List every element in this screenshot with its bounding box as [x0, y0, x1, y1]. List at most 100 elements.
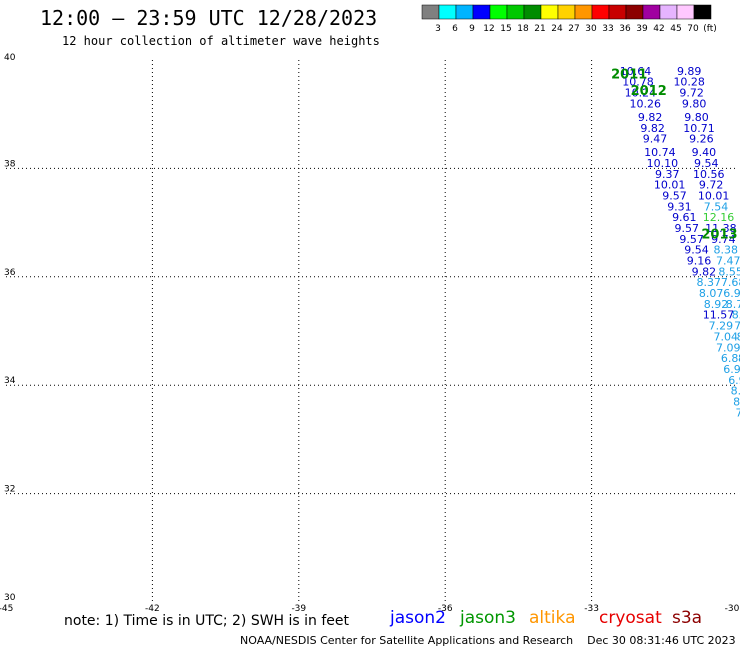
track-time-annotation: 2011: [611, 68, 647, 83]
colorbar-label: 9: [469, 24, 475, 34]
swh-value-label: 9.80: [682, 97, 707, 110]
colorbar-label: 18: [517, 24, 529, 34]
swh-value-label: 6.91: [723, 363, 740, 376]
swh-value-label: 6.99: [728, 374, 740, 387]
timestamp: Dec 30 08:31:46 UTC 2023: [587, 634, 736, 647]
y-tick-label: 38: [4, 159, 16, 169]
swh-value-label: 10.24: [625, 87, 657, 100]
swh-value-label: 8.55: [718, 265, 740, 278]
colorbar-label: 21: [534, 24, 545, 34]
swh-value-label: 10.56: [693, 168, 725, 181]
swh-value-label: 7.09: [716, 341, 740, 354]
footer-credit: NOAA/NESDIS Center for Satellite Applica…: [240, 634, 736, 647]
y-tick-label: 36: [4, 268, 16, 278]
swh-value-label: 10.74: [644, 146, 676, 159]
units-note: note: 1) Time is in UTC; 2) SWH is in fe…: [64, 613, 350, 629]
swh-value-label: 10.28: [673, 76, 705, 89]
colorbar-label: 30: [585, 24, 597, 34]
swh-value-label: 9.54: [694, 157, 719, 170]
swh-value-label: 7.54: [704, 200, 729, 213]
swh-value-label: 8.2: [737, 330, 740, 343]
legend-jason2: jason2: [390, 608, 446, 628]
swh-value-label: 6.84: [721, 352, 740, 365]
colorbar-label: 45: [670, 24, 681, 34]
x-tick-label: -39: [291, 604, 306, 614]
colorbar-label: 39: [636, 24, 648, 34]
swh-value-label: 9.57: [679, 233, 704, 246]
legend-jason3: jason3: [460, 608, 516, 628]
chart-title: 12:00 – 23:59 UTC 12/28/2023: [40, 6, 378, 30]
swh-value-label: 8.2: [732, 309, 740, 322]
colorbar-label: 6: [452, 24, 458, 34]
swh-value-label: 9.16: [687, 255, 712, 268]
swh-value-label: 7.04: [714, 330, 739, 343]
swh-value-label: 10.64: [620, 65, 652, 78]
colorbar-label: 12: [483, 24, 494, 34]
colorbar-swatch: [693, 4, 712, 20]
swh-value-label: 9.80: [684, 111, 709, 124]
x-tick-label: -33: [584, 604, 599, 614]
swh-value-label: 9.82: [692, 265, 717, 278]
swh-value-label: 9.40: [692, 146, 717, 159]
colorbar-label: (ft): [703, 24, 717, 34]
swh-value-label: 6.91: [723, 287, 740, 300]
swh-value-label: 9.72: [699, 179, 724, 192]
legend-cryosat: cryosat: [599, 608, 662, 628]
swh-value-label: 7.6: [734, 320, 740, 333]
swh-value-label: 11.38: [705, 222, 737, 235]
colorbar-label: 24: [551, 24, 563, 34]
y-tick-label: 30: [4, 593, 16, 603]
colorbar-label: 3: [435, 24, 441, 34]
swh-value-label: 9.82: [640, 122, 665, 135]
y-tick-label: 40: [4, 53, 16, 63]
swh-value-label: 9.61: [672, 211, 697, 224]
swh-value-label: 8.79: [726, 298, 740, 311]
swh-value-label: 9.47: [643, 133, 668, 146]
swh-value-label: 9.54: [684, 244, 709, 257]
swh-value-label: 10.10: [647, 157, 679, 170]
swh-value-label: 9.82: [638, 111, 663, 124]
track-time-annotation: 2012: [631, 84, 667, 99]
swh-value-label: 7.29: [709, 320, 734, 333]
swh-value-label: 10.78: [622, 76, 654, 89]
colorbar-label: 33: [602, 24, 613, 34]
legend-s3a: s3a: [672, 608, 703, 628]
swh-value-label: 9.89: [677, 65, 702, 78]
x-tick-label: -45: [0, 604, 13, 614]
swh-value-label: 11.57: [703, 309, 735, 322]
swh-value-label: 8.11: [738, 352, 740, 365]
colorbar-label: 42: [653, 24, 664, 34]
swh-value-label: 8.07: [699, 287, 724, 300]
swh-value-label: 10.26: [630, 97, 662, 110]
swh-value-label: 9.57: [675, 222, 700, 235]
swh-value-label: 8.38: [714, 244, 739, 257]
x-tick-label: -42: [145, 604, 160, 614]
swh-value-label: 12.16: [703, 211, 735, 224]
swh-value-label: 7.41: [736, 406, 740, 419]
colorbar-label: 70: [687, 24, 699, 34]
swh-value-label: 8.37: [696, 276, 721, 289]
swh-value-label: 9.74: [711, 233, 736, 246]
legend-altika: altika: [529, 608, 576, 628]
y-tick-label: 34: [4, 376, 16, 386]
color-legend: 3 6 9 12 15 18 21 24 27 30 33 36 39 42 45 70 (ft): [421, 4, 717, 34]
swh-value-label: 9.31: [667, 200, 692, 213]
swh-value-label: 9.57: [662, 190, 687, 203]
swh-value-label: 7.68: [721, 276, 740, 289]
colorbar-label: 27: [568, 24, 579, 34]
swh-value-label: 8.27: [731, 385, 740, 398]
swh-value-label: 8.92: [704, 298, 729, 311]
swh-value-label: 9.37: [655, 168, 680, 181]
swh-value-label: 10.01: [698, 190, 730, 203]
swh-value-label: 9.72: [679, 87, 704, 100]
swh-value-label: 7.47: [716, 255, 740, 268]
colorbar-label: 36: [619, 24, 631, 34]
chart-subtitle: 12 hour collection of altimeter wave hei…: [62, 34, 380, 48]
swh-value-label: 8.09: [733, 395, 740, 408]
y-tick-label: 32: [4, 485, 15, 495]
track-time-annotation: 2013: [701, 227, 737, 242]
swh-value-label: 10.01: [654, 179, 686, 192]
colorbar-label: 15: [500, 24, 511, 34]
credit-text: NOAA/NESDIS Center for Satellite Applica…: [240, 634, 574, 647]
